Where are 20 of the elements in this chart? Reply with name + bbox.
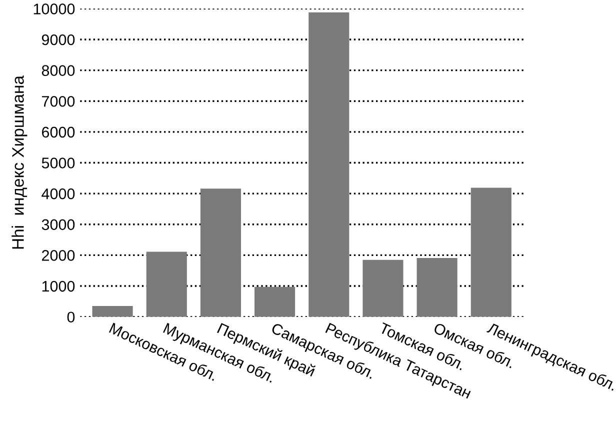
bar bbox=[470, 188, 512, 317]
y-tick-label: 4000 bbox=[42, 188, 75, 200]
bar bbox=[416, 258, 458, 317]
y-tick-label: 5000 bbox=[42, 158, 75, 168]
y-tick-label: 9000 bbox=[42, 34, 75, 46]
bar bbox=[92, 306, 133, 317]
y-tick-label: 10000 bbox=[34, 4, 75, 14]
y-tick-label: 0 bbox=[67, 312, 75, 323]
bar bbox=[362, 260, 404, 317]
y-tick-label: 2000 bbox=[42, 250, 75, 261]
bar bbox=[200, 188, 241, 317]
y-tick-label: 6000 bbox=[42, 126, 75, 138]
y-tick-label: 3000 bbox=[42, 219, 75, 230]
y-tick-label: 8000 bbox=[42, 65, 75, 76]
bar bbox=[146, 252, 187, 317]
y-tick-label: 7000 bbox=[42, 96, 75, 107]
bar bbox=[254, 286, 296, 317]
y-axis-title: Hhi индекс Хиршмана bbox=[12, 76, 28, 249]
y-tick-label: 1000 bbox=[42, 280, 75, 292]
bar bbox=[308, 12, 350, 317]
